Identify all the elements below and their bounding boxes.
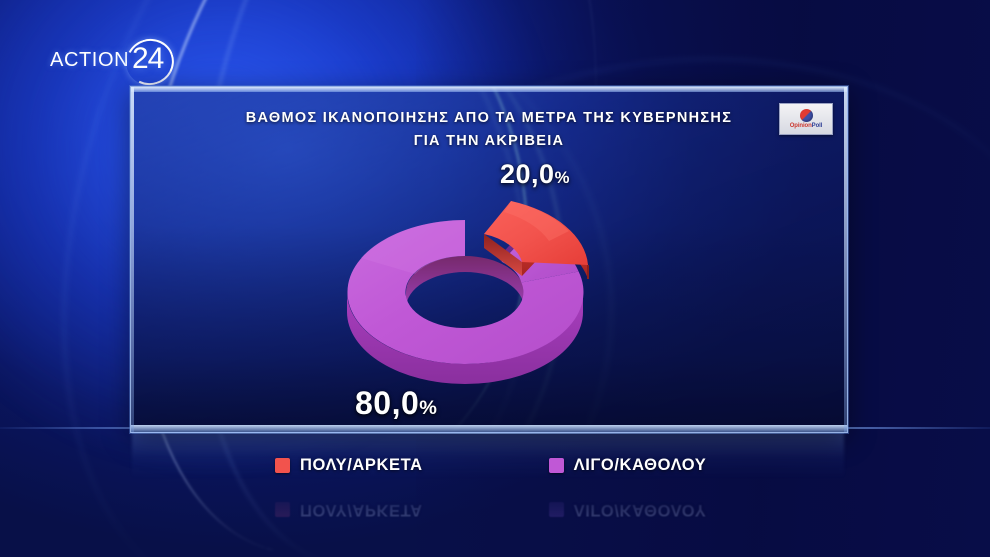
purple-slice-top (347, 220, 584, 364)
panel-left-edge (131, 87, 134, 432)
purple-outer-wall (347, 292, 583, 384)
floor-edge-left (0, 427, 130, 429)
legend-item-ligo-katholou: ΛΙΓΟ/ΚΑΘΟΛΟΥ (548, 455, 707, 475)
red-percentage-value: 20,0 (500, 159, 555, 189)
legend-label-poly-arketa: ΠΟΛΥ/ΑΡΚΕΤΑ (300, 455, 423, 474)
opinion-poll-word-opinion: Opinion (789, 123, 812, 129)
legend-swatch-purple (548, 457, 564, 473)
legend-swatch-red (275, 457, 290, 473)
purple-percentage-unit: % (419, 397, 438, 419)
legend-label-ligo-katholou: ΛΙΓΟ/ΚΑΘΟΛΟΥ (573, 455, 707, 474)
red-highlight (504, 201, 569, 241)
page-title: ΒΑΘΜΟΣ ΙΚΑΝΟΠΟΙΗΣΗΣ ΑΠΟ ΤΑ ΜΕΤΡΑ ΤΗΣ ΚΥΒ… (131, 107, 847, 153)
red-slice-top (484, 201, 588, 265)
red-percentage-label: 20,0% (500, 159, 570, 190)
donut-chart-svg (347, 201, 589, 384)
opinion-poll-logo: OpinionPoll (779, 103, 833, 135)
panel-top-edge (131, 87, 847, 92)
legend-item-poly-arketa: ΠΟΛΥ/ΑΡΚΕΤΑ (275, 456, 423, 475)
purple-percentage-label: 80,0% (355, 385, 437, 422)
purple-percentage-value: 80,0 (355, 385, 420, 421)
panel-floor-reflection (132, 432, 844, 478)
opinion-poll-orb-icon (799, 109, 813, 122)
purple-inner-wall (406, 256, 524, 308)
legend-reflection-item-1: ΠΟΛΥ/ΑΡΚΕΤΑ (275, 501, 423, 520)
legend-reflection-item-2: ΛΙΓΟ/ΚΑΘΟΛΟΥ (548, 501, 707, 520)
opinion-poll-word-poll: Poll (811, 123, 823, 129)
action24-number: 24 (132, 42, 164, 75)
legend-reflection-swatch-purple (548, 502, 564, 518)
opinion-poll-wordmark: OpinionPoll (790, 123, 823, 129)
red-inner-wall (484, 234, 522, 276)
action24-wordmark: ACTION (50, 49, 130, 71)
legend-reflection-swatch-red (275, 502, 290, 518)
purple-highlight (361, 220, 465, 274)
panel-right-edge (844, 87, 847, 432)
floor-edge-right (846, 427, 990, 429)
title-line-1: ΒΑΘΜΟΣ ΙΚΑΝΟΠΟΙΗΣΗΣ ΑΠΟ ΤΑ ΜΕΤΡΑ ΤΗΣ ΚΥΒ… (245, 110, 733, 126)
donut-chart (335, 188, 595, 388)
chart-legend: ΠΟΛΥ/ΑΡΚΕΤΑ ΛΙΓΟ/ΚΑΘΟΛΟΥ (130, 444, 846, 486)
legend-reflection-label-2: ΛΙΓΟ/ΚΑΘΟΛΟΥ (573, 501, 707, 520)
title-line-2: ΓΙΑ ΤΗΝ ΑΚΡΙΒΕΙΑ (413, 133, 565, 149)
red-slice-group (484, 201, 589, 279)
panel-floor-edge (132, 432, 844, 434)
panel-bottom-edge (131, 425, 847, 432)
legend-reflection-label-1: ΠΟΛΥ/ΑΡΚΕΤΑ (300, 501, 423, 520)
legend-reflection: ΠΟΛΥ/ΑΡΚΕΤΑ ΛΙΓΟ/ΚΑΘΟΛΟΥ (130, 486, 846, 534)
red-percentage-unit: % (554, 168, 570, 187)
action24-logo: ACTION 24 (48, 32, 180, 92)
